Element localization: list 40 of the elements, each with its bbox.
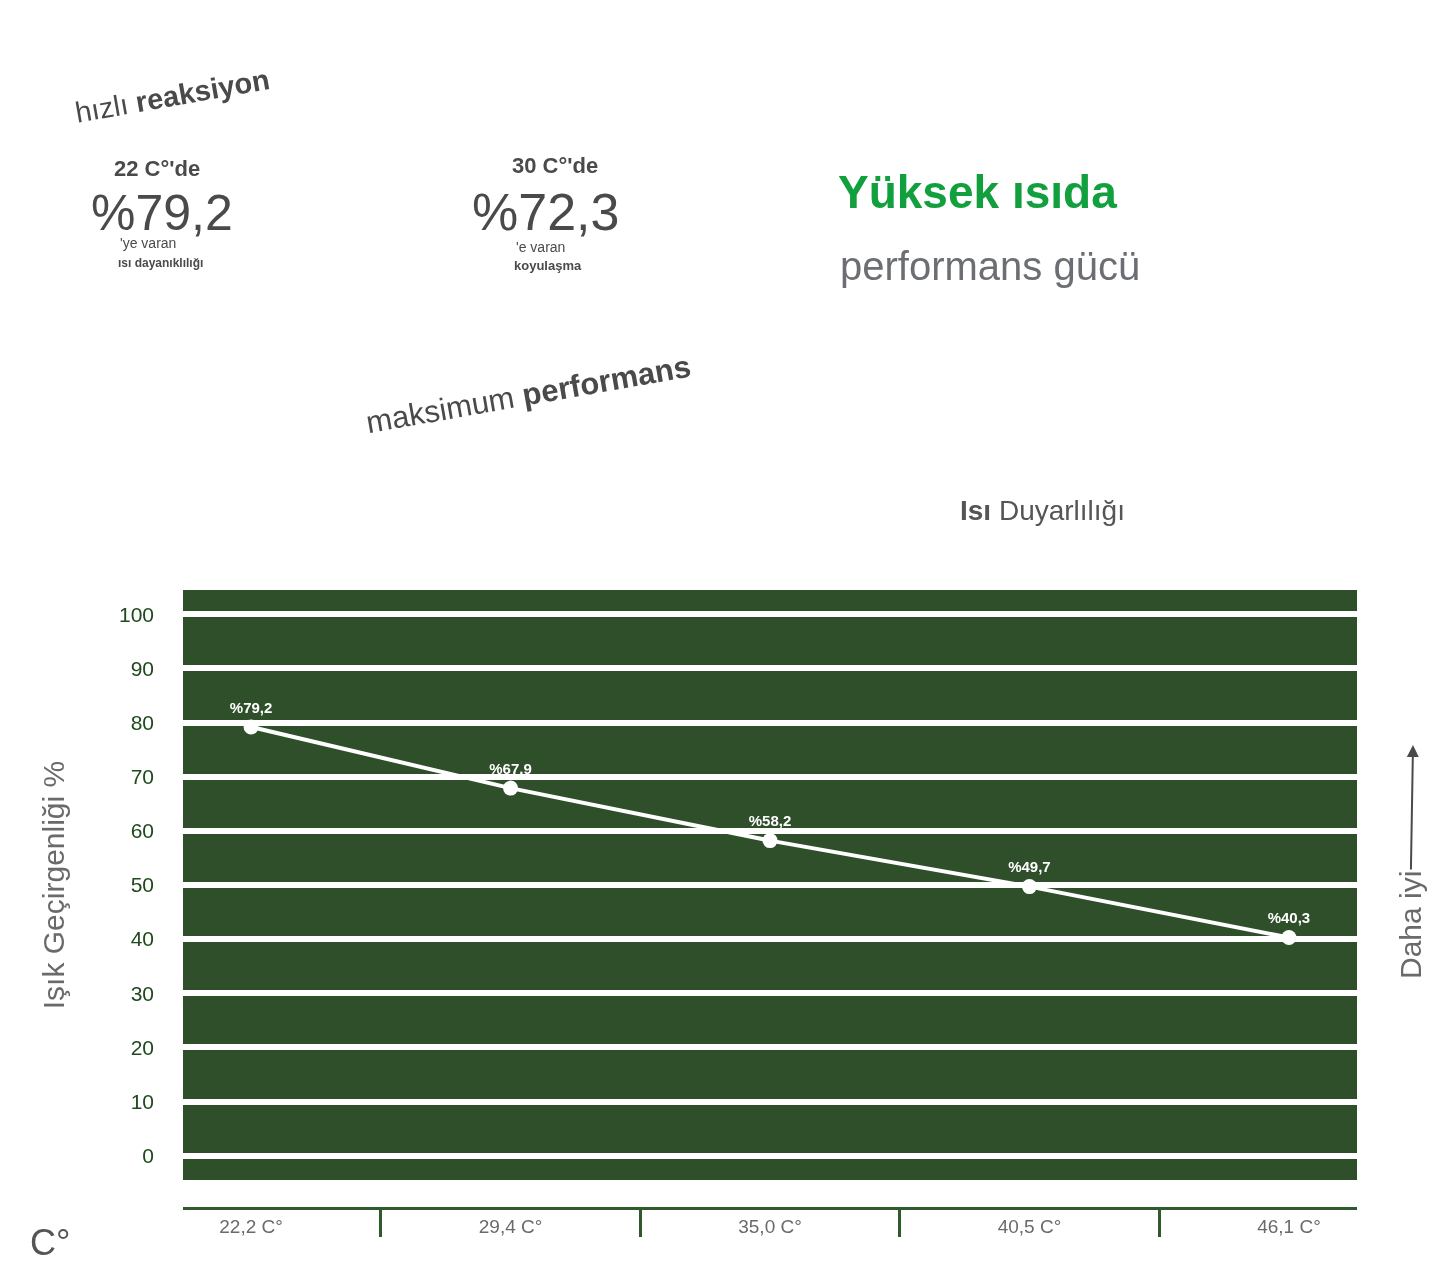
point <box>503 780 519 796</box>
text: ısı dayanıklılığı <box>118 256 204 270</box>
data-label: %58,2 <box>748 812 792 830</box>
text: %72,3 <box>472 183 620 241</box>
x-tick-label: 29,4 C° <box>478 1215 543 1237</box>
chart-subtitle: performans gücü <box>840 244 1141 288</box>
x-tick-label: 46,1 C° <box>1257 1215 1321 1237</box>
y-tick-label: 20 <box>130 1035 154 1059</box>
y-tick-label: 70 <box>130 765 154 789</box>
y-tick-label: 100 <box>118 602 154 626</box>
data-label: %67,9 <box>489 759 532 777</box>
y-tick-label: 0 <box>142 1143 154 1167</box>
y-tick-label: 80 <box>130 710 154 734</box>
y-tick-label: 10 <box>130 1089 154 1113</box>
y-tick-label: 40 <box>130 927 154 951</box>
point <box>1021 879 1037 895</box>
data-label: %79,2 <box>229 698 273 716</box>
data-label: %40,3 <box>1267 909 1311 927</box>
text: 'e varan <box>516 239 566 255</box>
point <box>762 833 778 849</box>
y-tick-label: 60 <box>130 819 154 843</box>
point <box>243 719 259 735</box>
text: 30 C°'de <box>512 153 599 178</box>
data-label: %49,7 <box>1008 858 1051 876</box>
y-axis-title: Işık Geçirgenliği % <box>36 760 70 1010</box>
point <box>1281 930 1297 945</box>
y-tick-label: 90 <box>130 656 154 680</box>
y-tick-label: 30 <box>130 981 154 1005</box>
text: maksimum performans <box>363 348 694 441</box>
text: hızlı reaksiyon <box>72 63 272 129</box>
text: 22 C°'de <box>114 156 201 181</box>
chart-title: Yüksek ısıda <box>838 166 1118 219</box>
x-axis-title: C° <box>30 1222 71 1263</box>
text: Isı Duyarlılığı <box>960 495 1125 526</box>
y-tick-label: 50 <box>130 873 154 897</box>
x-tick-label: 22,2 C° <box>219 1215 283 1237</box>
x-tick-label: 35,0 C° <box>738 1215 802 1237</box>
x-tick-label: 40,5 C° <box>997 1215 1062 1237</box>
text: koyulaşma <box>514 258 582 273</box>
text: Daha iyi <box>1394 870 1427 979</box>
